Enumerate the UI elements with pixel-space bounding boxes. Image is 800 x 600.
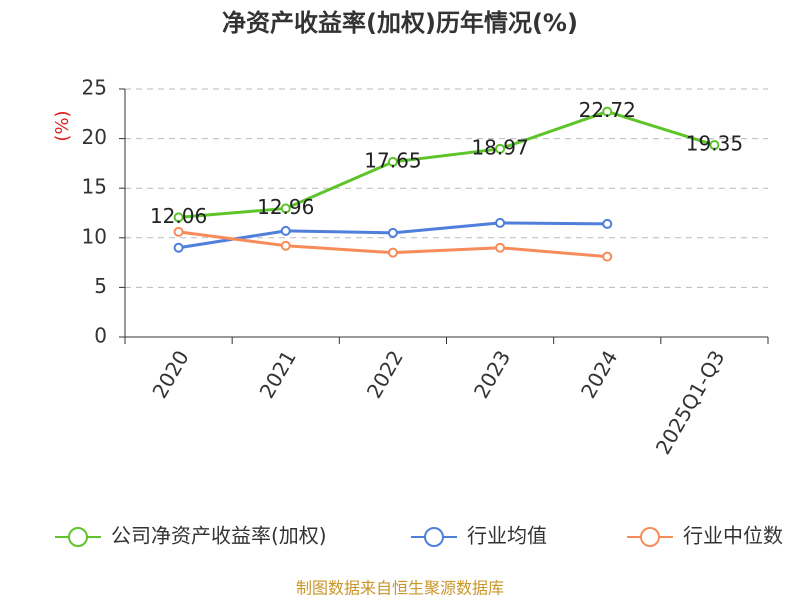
y-tick-label: 20 [82,125,107,149]
legend-label: 公司净资产收益率(加权) [111,524,327,548]
data-label: 12.06 [150,204,207,228]
data-label: 12.96 [257,195,314,219]
data-point [495,143,506,154]
x-tick-label: 2025Q1-Q3 [651,346,730,458]
data-point [387,247,398,258]
data-label: 18.97 [471,135,528,159]
data-point [173,212,184,223]
legend-label: 行业中位数 [683,524,783,548]
x-tick-label: 2022 [362,346,408,402]
data-point [602,218,613,229]
data-point [495,242,506,253]
data-point [387,227,398,238]
y-tick-label: 10 [82,224,107,248]
x-tick-label: 2024 [576,346,622,402]
data-point [280,240,291,251]
data-point [173,226,184,237]
y-tick-label: 0 [94,324,107,348]
legend-marker [68,527,88,547]
data-point [173,242,184,253]
data-label: 22.72 [579,98,636,122]
legend-marker [640,527,660,547]
data-point [280,225,291,236]
y-tick-label: 15 [82,175,107,199]
data-point [709,140,720,151]
data-point [280,203,291,214]
chart-title: 净资产收益率(加权)历年情况(%) [222,9,578,37]
data-point [387,156,398,167]
x-tick-label: 2021 [255,346,301,402]
source-note: 制图数据来自恒生聚源数据库 [296,579,504,598]
y-axis-label: (%) [52,110,73,141]
data-point [495,217,506,228]
y-tick-label: 25 [82,76,107,100]
data-label: 17.65 [364,148,421,172]
data-point [602,106,613,117]
x-tick-label: 2023 [469,346,515,402]
y-tick-label: 5 [94,274,107,298]
legend-marker [424,527,444,547]
series-line [178,110,715,219]
data-point [602,251,613,262]
x-tick-label: 2020 [147,346,193,402]
data-label: 19.35 [686,132,743,156]
legend-label: 行业均值 [467,524,547,548]
